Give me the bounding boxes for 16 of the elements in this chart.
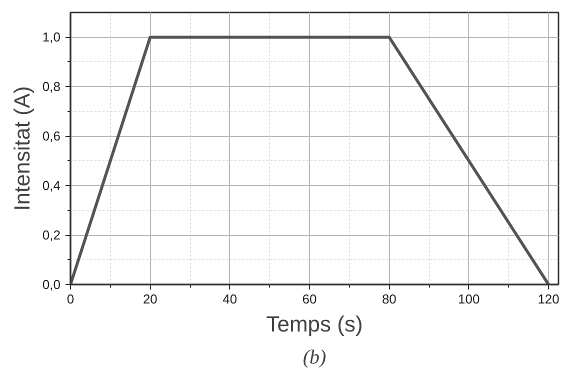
y-tick-label: 0,4 — [42, 178, 61, 194]
y-axis-title: Intensitat (A) — [9, 86, 34, 211]
y-tick-label: 0,2 — [42, 228, 61, 243]
y-tick-label: 0,8 — [42, 79, 61, 94]
x-axis-title: Temps (s) — [266, 312, 363, 336]
y-tick-label: 0,0 — [42, 277, 61, 292]
text: (b) — [302, 346, 326, 368]
x-tick-label: 40 — [222, 292, 238, 306]
x-tick-label: 100 — [458, 292, 480, 306]
x-tick-label: 80 — [382, 292, 396, 306]
x-tick-label: 60 — [302, 292, 317, 306]
y-tick-label: 0,6 — [42, 128, 61, 144]
x-tick-label: 0 — [66, 292, 74, 306]
x-tick-label: 120 — [538, 292, 560, 306]
y-tick-label: 1,0 — [42, 30, 61, 45]
x-tick-label: 20 — [142, 292, 158, 306]
